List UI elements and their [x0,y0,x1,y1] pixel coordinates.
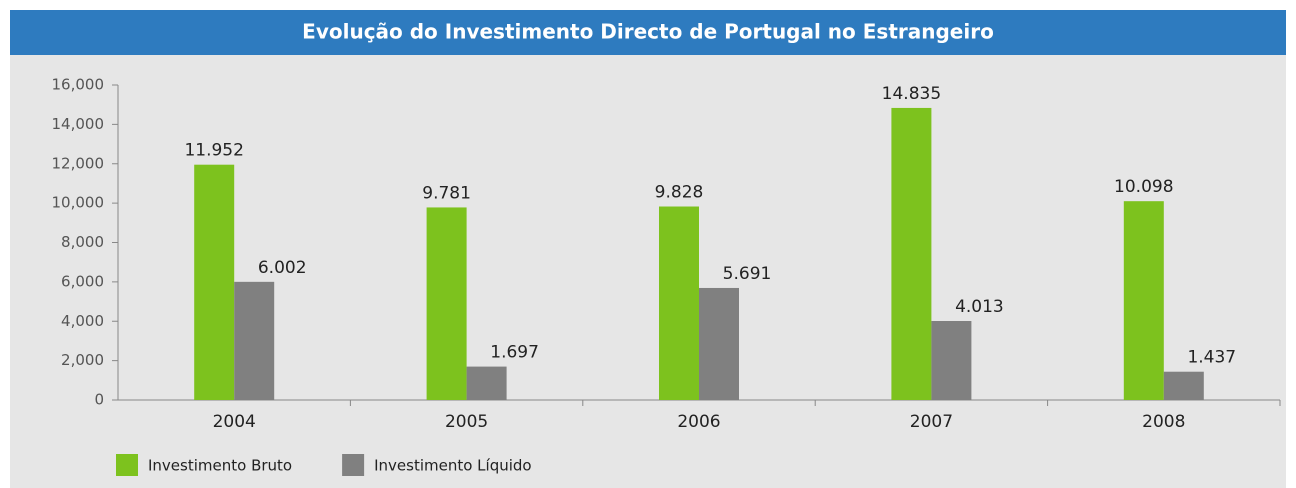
y-tick-label: 8,000 [61,233,104,251]
bar [466,366,507,400]
data-label: 11.952 [184,141,243,161]
data-label: 4.013 [955,297,1004,317]
y-tick-label: 4,000 [61,312,104,330]
y-tick-label: 16,000 [52,76,105,94]
bar [1163,371,1204,400]
data-label: 10.098 [1114,177,1173,197]
legend-label: Investimento Líquido [374,457,532,475]
y-tick-label: 0 [94,391,104,409]
data-label: 5.691 [723,264,772,284]
x-tick-label: 2008 [1142,412,1185,432]
bar [1123,201,1164,400]
bar [426,207,467,400]
x-tick-label: 2006 [677,412,720,432]
bar [659,206,699,400]
legend-swatch [342,454,365,476]
bar [891,107,932,400]
bar [931,320,972,400]
y-tick-label: 12,000 [52,154,105,172]
data-label: 1.437 [1187,348,1236,368]
data-label: 6.002 [258,258,307,278]
bar [699,287,739,400]
header [10,10,1286,55]
x-tick-label: 2004 [213,412,256,432]
y-tick-label: 2,000 [61,351,104,369]
data-label: 1.697 [490,343,539,363]
y-tick-label: 10,000 [52,194,105,212]
bar [234,281,275,400]
y-tick-label: 14,000 [52,115,105,133]
x-tick-label: 2007 [910,412,953,432]
chart-title: Evolução do Investimento Directo de Port… [302,20,994,44]
x-tick-label: 2005 [445,412,488,432]
data-label: 9.781 [422,183,471,203]
y-tick-label: 6,000 [61,272,104,290]
legend-label: Investimento Bruto [148,457,292,475]
legend-swatch [116,454,138,476]
data-label: 14.835 [882,84,941,104]
data-label: 9.828 [655,183,704,203]
bar [194,164,235,400]
